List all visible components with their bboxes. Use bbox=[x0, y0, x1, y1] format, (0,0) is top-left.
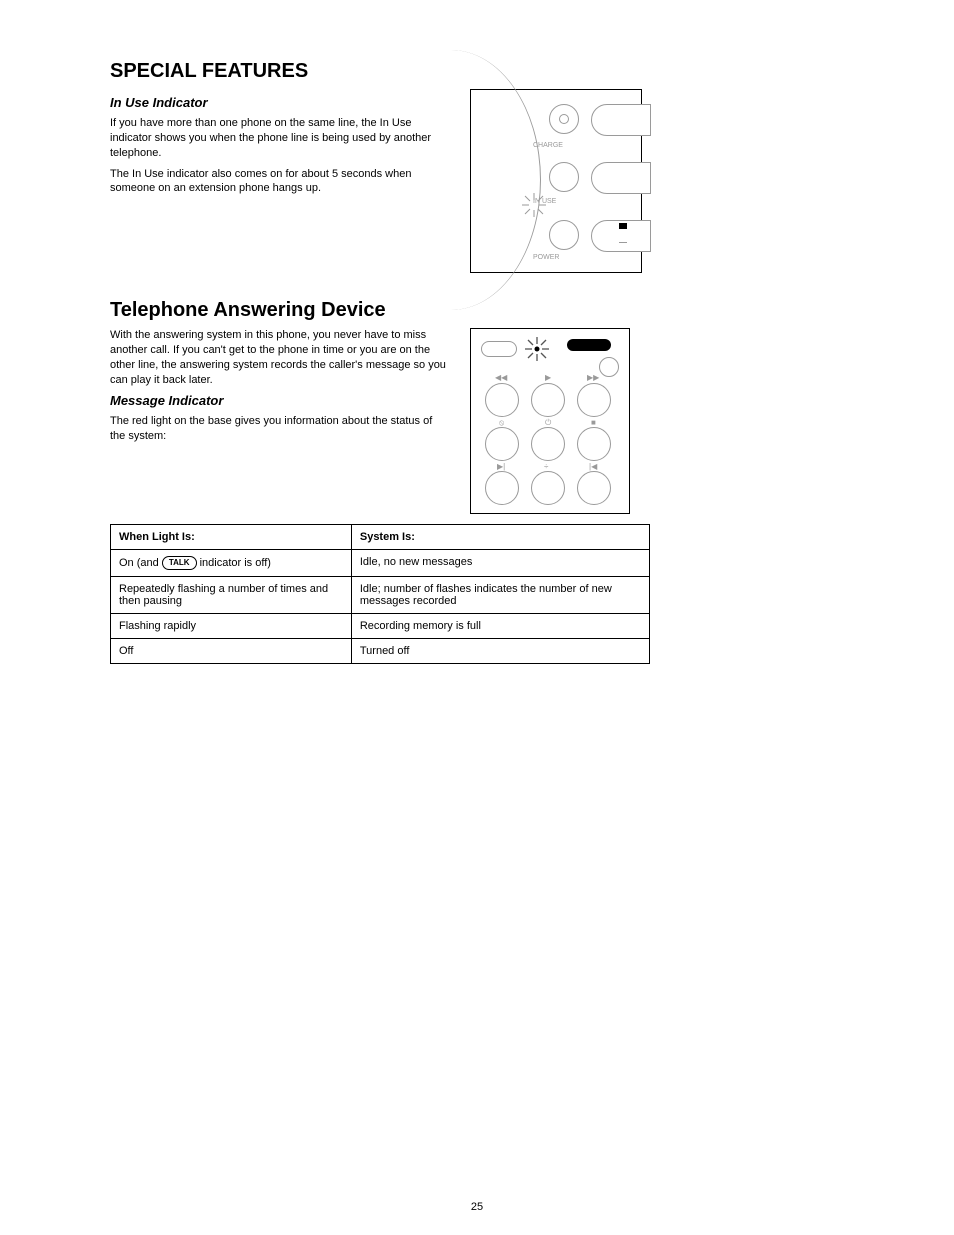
table-row: Repeatedly flashing a number of times an… bbox=[111, 577, 650, 614]
tad-intro: With the answering system in this phone,… bbox=[110, 328, 450, 387]
msgind-body: The red light on the base gives you info… bbox=[110, 414, 450, 444]
cell-light-1: Repeatedly flashing a number of times an… bbox=[111, 577, 352, 614]
status-table: When Light Is: System Is: On (and TALK i… bbox=[110, 524, 650, 664]
tad-row: With the answering system in this phone,… bbox=[110, 328, 844, 514]
cell-light-3: Off bbox=[111, 639, 352, 664]
cell-light-2: Flashing rapidly bbox=[111, 614, 352, 639]
skipfwd-icon: ▶| bbox=[497, 462, 505, 471]
stop-icon: ■ bbox=[591, 418, 596, 427]
cell-prefix: On (and bbox=[119, 557, 162, 569]
cell-light-0: On (and TALK indicator is off) bbox=[111, 550, 352, 577]
cell-sys-3: Turned off bbox=[351, 639, 649, 664]
cell-sys-0: Idle, no new messages bbox=[351, 550, 649, 577]
burst-icon bbox=[523, 335, 551, 363]
skipback-icon: |◀ bbox=[589, 462, 597, 471]
msgind-subheading: Message Indicator bbox=[110, 393, 450, 408]
cell-sys-1: Idle; number of flashes indicates the nu… bbox=[351, 577, 649, 614]
div-icon: ÷ bbox=[544, 462, 548, 471]
cancel-icon: ⦸ bbox=[499, 418, 504, 428]
ffwd-icon: ▶▶ bbox=[587, 373, 599, 382]
page-number: 25 bbox=[0, 1201, 954, 1213]
manual-page: SPECIAL FEATURES In Use Indicator If you… bbox=[0, 0, 954, 1235]
col-header-system: System Is: bbox=[351, 525, 649, 550]
table-row: Off Turned off bbox=[111, 639, 650, 664]
cell-sys-2: Recording memory is full bbox=[351, 614, 649, 639]
cell-suffix: indicator is off) bbox=[197, 557, 271, 569]
inuse-row: In Use Indicator If you have more than o… bbox=[110, 89, 844, 273]
power-icon: ⏻ bbox=[545, 418, 551, 428]
table-row: Flashing rapidly Recording memory is ful… bbox=[111, 614, 650, 639]
table-row: On (and TALK indicator is off) Idle, no … bbox=[111, 550, 650, 577]
play-icon: ▶ bbox=[545, 373, 551, 382]
inuse-figure: CHARGE IN USE bbox=[470, 89, 642, 273]
talk-pill: TALK bbox=[162, 556, 197, 570]
rewind-icon: ◀◀ bbox=[495, 373, 507, 382]
col-header-light: When Light Is: bbox=[111, 525, 352, 550]
msgind-figure: ◀◀ ▶ ▶▶ ⦸ ⏻ ■ ▶| ÷ |◀ bbox=[470, 328, 630, 514]
